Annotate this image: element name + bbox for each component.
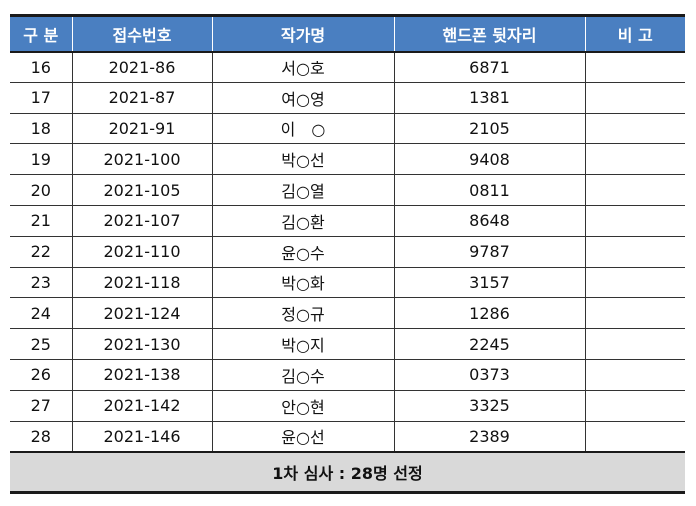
selection-summary: 1차 심사 : 28명 선정 — [10, 450, 685, 495]
row-receipt-number: 2021-118 — [71, 266, 213, 299]
row-remarks — [584, 112, 685, 145]
row-receipt-number: 2021-146 — [71, 420, 213, 453]
row-category: 21 — [10, 204, 73, 237]
row-category: 24 — [10, 297, 73, 330]
row-artist-name: 이 ○ — [211, 112, 395, 145]
row-remarks — [584, 235, 685, 268]
table-row: 25 2021-130 박○지 2245 — [10, 328, 685, 360]
table-row: 28 2021-146 윤○선 2389 — [10, 420, 685, 453]
row-artist-name: 서○호 — [211, 51, 395, 83]
row-remarks — [584, 358, 685, 391]
row-receipt-number: 2021-124 — [71, 297, 213, 330]
table-row: 23 2021-118 박○화 3157 — [10, 266, 685, 299]
header-phone-last-digits: 핸드폰 뒷자리 — [393, 14, 586, 53]
row-phone-last-digits: 1381 — [393, 81, 586, 114]
row-artist-name: 윤○선 — [211, 420, 395, 453]
row-category: 27 — [10, 389, 73, 422]
row-artist-name: 박○선 — [211, 143, 395, 176]
results-table: 구 분 접수번호 작가명 핸드폰 뒷자리 비 고 16 2021-86 서○호 687… — [10, 14, 685, 495]
row-receipt-number: 2021-100 — [71, 143, 213, 176]
row-artist-name: 윤○수 — [211, 235, 395, 268]
row-phone-last-digits: 2105 — [393, 112, 586, 145]
row-remarks — [584, 81, 685, 114]
row-receipt-number: 2021-110 — [71, 235, 213, 268]
row-remarks — [584, 297, 685, 330]
row-artist-name: 김○열 — [211, 174, 395, 206]
row-remarks — [584, 266, 685, 299]
table-row: 16 2021-86 서○호 6871 — [10, 51, 685, 83]
table-header: 구 분 접수번호 작가명 핸드폰 뒷자리 비 고 — [10, 14, 685, 53]
table-row: 24 2021-124 정○규 1286 — [10, 297, 685, 330]
header-remarks: 비 고 — [584, 14, 685, 53]
row-category: 17 — [10, 81, 73, 114]
row-receipt-number: 2021-87 — [71, 81, 213, 114]
header-receipt-number: 접수번호 — [71, 14, 213, 53]
table-footer: 1차 심사 : 28명 선정 — [10, 450, 685, 495]
row-category: 22 — [10, 235, 73, 268]
row-phone-last-digits: 9408 — [393, 143, 586, 176]
row-phone-last-digits: 0373 — [393, 358, 586, 391]
table-row: 22 2021-110 윤○수 9787 — [10, 235, 685, 268]
table-row: 20 2021-105 김○열 0811 — [10, 174, 685, 206]
selection-results-sheet: 구 분 접수번호 작가명 핸드폰 뒷자리 비 고 16 2021-86 서○호 687… — [10, 14, 685, 495]
row-artist-name: 정○규 — [211, 297, 395, 330]
row-artist-name: 김○수 — [211, 358, 395, 391]
table-row: 27 2021-142 안○현 3325 — [10, 389, 685, 422]
row-artist-name: 박○화 — [211, 266, 395, 299]
row-artist-name: 박○지 — [211, 328, 395, 360]
row-remarks — [584, 174, 685, 206]
row-category: 23 — [10, 266, 73, 299]
row-remarks — [584, 143, 685, 176]
row-artist-name: 여○영 — [211, 81, 395, 114]
row-phone-last-digits: 2389 — [393, 420, 586, 453]
row-phone-last-digits: 9787 — [393, 235, 586, 268]
row-phone-last-digits: 1286 — [393, 297, 586, 330]
row-receipt-number: 2021-138 — [71, 358, 213, 391]
row-artist-name: 안○현 — [211, 389, 395, 422]
row-phone-last-digits: 2245 — [393, 328, 586, 360]
row-category: 18 — [10, 112, 73, 145]
row-receipt-number: 2021-107 — [71, 204, 213, 237]
row-phone-last-digits: 0811 — [393, 174, 586, 206]
header-category: 구 분 — [10, 14, 73, 53]
row-remarks — [584, 51, 685, 83]
table-row: 26 2021-138 김○수 0373 — [10, 358, 685, 391]
table-row: 18 2021-91 이 ○ 2105 — [10, 112, 685, 145]
row-remarks — [584, 420, 685, 453]
row-category: 25 — [10, 328, 73, 360]
header-artist-name: 작가명 — [211, 14, 395, 53]
row-phone-last-digits: 3157 — [393, 266, 586, 299]
row-receipt-number: 2021-142 — [71, 389, 213, 422]
row-phone-last-digits: 8648 — [393, 204, 586, 237]
row-remarks — [584, 328, 685, 360]
row-category: 20 — [10, 174, 73, 206]
row-phone-last-digits: 3325 — [393, 389, 586, 422]
row-remarks — [584, 204, 685, 237]
row-receipt-number: 2021-86 — [71, 51, 213, 83]
footer-row: 1차 심사 : 28명 선정 — [10, 450, 685, 495]
row-artist-name: 김○환 — [211, 204, 395, 237]
row-category: 16 — [10, 51, 73, 83]
row-receipt-number: 2021-105 — [71, 174, 213, 206]
row-category: 26 — [10, 358, 73, 391]
row-category: 28 — [10, 420, 73, 453]
table-row: 17 2021-87 여○영 1381 — [10, 81, 685, 114]
table-body: 16 2021-86 서○호 6871 17 2021-87 여○영 1381 18 2021-9… — [10, 51, 685, 453]
row-remarks — [584, 389, 685, 422]
row-category: 19 — [10, 143, 73, 176]
table-row: 19 2021-100 박○선 9408 — [10, 143, 685, 176]
header-row: 구 분 접수번호 작가명 핸드폰 뒷자리 비 고 — [10, 14, 685, 53]
row-phone-last-digits: 6871 — [393, 51, 586, 83]
table-row: 21 2021-107 김○환 8648 — [10, 204, 685, 237]
row-receipt-number: 2021-130 — [71, 328, 213, 360]
row-receipt-number: 2021-91 — [71, 112, 213, 145]
